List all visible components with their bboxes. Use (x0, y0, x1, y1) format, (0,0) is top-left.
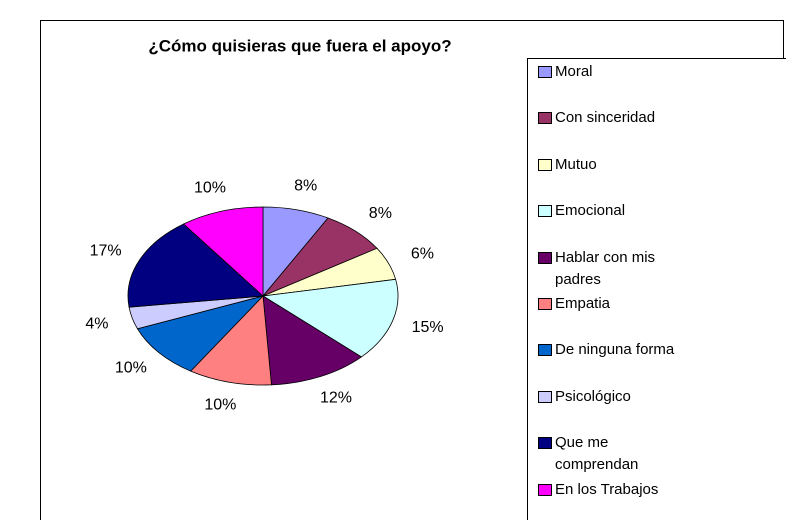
legend-label: Psicológico (555, 387, 631, 405)
pie-slice (136, 295, 265, 372)
legend-box (527, 58, 786, 520)
chart-title: ¿Cómo quisieras que fuera el apoyo? (148, 36, 451, 55)
data-label: 6% (411, 246, 434, 263)
legend-swatch (538, 437, 552, 450)
legend-label: Con sinceridad (555, 109, 656, 127)
legend-swatch (538, 483, 552, 496)
legend-label: En los Trabajos (555, 480, 659, 498)
legend-swatch (538, 158, 552, 171)
data-label: 17% (90, 242, 122, 259)
legend-label: De ninguna forma (555, 341, 675, 359)
legend-swatch (538, 66, 552, 78)
legend-swatch (538, 205, 552, 218)
data-label: 10% (204, 397, 236, 414)
data-label: 10% (194, 180, 226, 197)
legend-swatch (538, 298, 552, 310)
pie-slice (182, 206, 264, 297)
data-label: 4% (85, 315, 108, 332)
pie-slice (127, 223, 264, 308)
legend-label: Hablar con mis padres (555, 248, 656, 288)
legend-label: Moral (555, 63, 593, 80)
legend-label: Mutuo (555, 155, 597, 173)
legend-label: Que me comprendan (555, 434, 639, 474)
pie-slice (189, 295, 272, 386)
data-label: 15% (412, 319, 444, 336)
data-label: 10% (115, 359, 147, 376)
pie-slice (262, 295, 363, 386)
legend-swatch (538, 251, 552, 264)
data-label: 8% (294, 178, 317, 195)
legend-label: Emocional (555, 202, 626, 220)
pie-slice (261, 278, 399, 358)
data-label: 12% (320, 389, 352, 406)
legend-swatch (538, 390, 552, 403)
legend-swatch (538, 112, 552, 125)
legend-swatch (538, 344, 552, 357)
legend-label: Empatia (555, 295, 611, 312)
data-label: 8% (369, 205, 392, 222)
